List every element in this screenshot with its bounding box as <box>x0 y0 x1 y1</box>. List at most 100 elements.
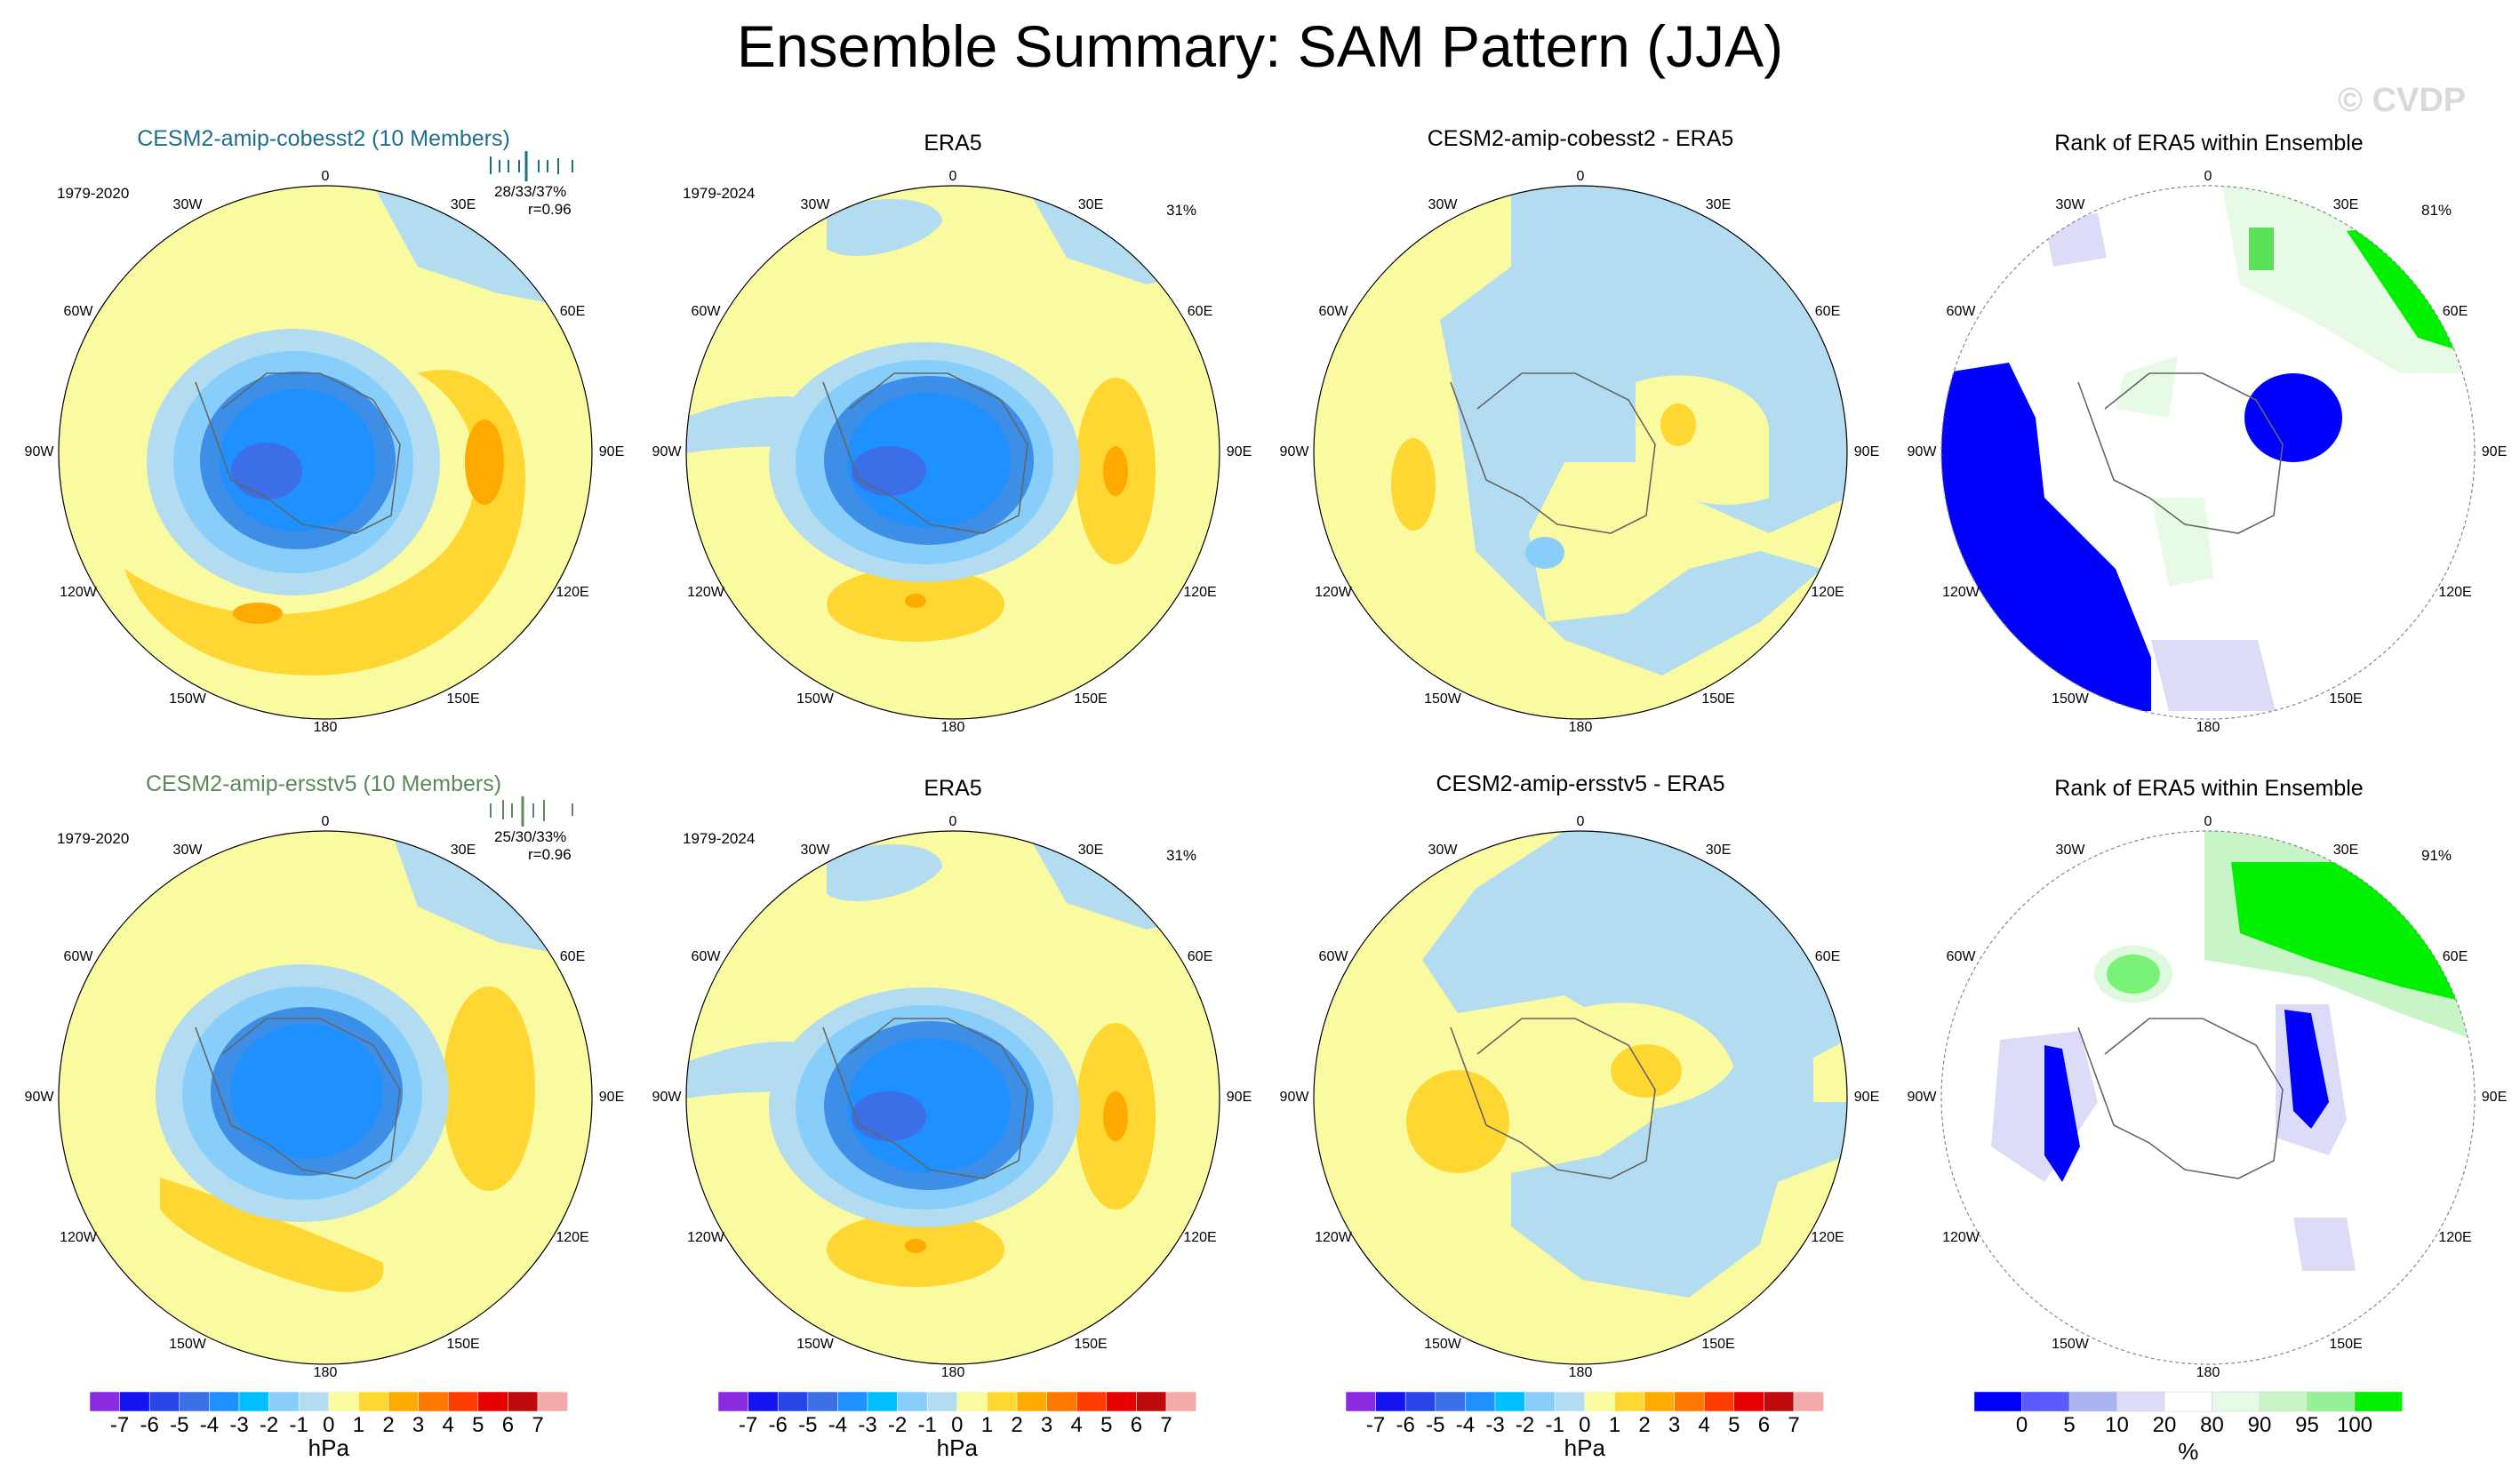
pct-obs1: 31% <box>1166 202 1197 219</box>
colorbar-1-segment-10 <box>388 1391 419 1412</box>
colorbar-1-tick-2: -5 <box>170 1413 189 1437</box>
lon-label-6-7: 90E <box>1226 1090 1252 1105</box>
map-border-4 <box>1940 185 2476 720</box>
lon-label-8-1: 180 <box>2196 1365 2220 1380</box>
coastline-4 <box>2077 372 2284 534</box>
lon-label-3-9: 120E <box>1811 585 1844 600</box>
lon-label-6-6: 90W <box>652 1090 682 1105</box>
colorbar-2-tick-1: -6 <box>768 1413 788 1437</box>
colorbar-1-tick-3: -4 <box>199 1413 220 1437</box>
map-border-2 <box>685 185 1220 720</box>
map-border-3 <box>1313 185 1848 720</box>
colorbar-2-tick-5: -2 <box>887 1413 908 1437</box>
colorbar-2-segment-12 <box>1076 1391 1108 1412</box>
colorbar-3-tick-10: 3 <box>1668 1413 1681 1437</box>
lon-label-6-11: 150E <box>1074 1337 1108 1352</box>
lon-label-1-6: 90W <box>24 444 54 459</box>
lon-label-7-6: 90W <box>1279 1090 1309 1105</box>
colorbar-2-tick-0: -7 <box>738 1413 758 1437</box>
panel-title-model2: CESM2-amip-ersstv5 (10 Members) <box>145 771 502 796</box>
coastline-3 <box>1450 372 1656 534</box>
colorbar-1-segment-4 <box>209 1391 240 1412</box>
colorbar-3-segment-14 <box>1764 1391 1795 1412</box>
years-obs2: 1979-2024 <box>683 830 756 847</box>
lon-label-3-6: 90W <box>1279 444 1309 459</box>
colorbar-3-segment-3 <box>1435 1391 1466 1412</box>
lon-label-5-6: 90W <box>24 1090 54 1105</box>
lon-label-2-1: 180 <box>940 720 965 735</box>
lon-label-1-5: 60E <box>559 304 586 319</box>
map-border-1 <box>58 185 593 720</box>
lon-label-8-2: 30W <box>2055 843 2085 858</box>
colorbar-1-tick-10: 3 <box>412 1413 425 1437</box>
lon-label-4-8: 120W <box>1942 585 1980 600</box>
rank-colorbar-tick-4: 80 <box>2200 1413 2224 1437</box>
lon-label-8-11: 150E <box>2329 1337 2363 1352</box>
colorbar-3-tick-3: -4 <box>1455 1413 1476 1437</box>
colorbar-3-tick-14: 7 <box>1788 1413 1800 1437</box>
rank-colorbar-tick-3: 20 <box>2152 1413 2177 1437</box>
colorbar-2-segment-15 <box>1165 1391 1196 1412</box>
lon-label-5-3: 30E <box>450 843 476 858</box>
lon-label-1-2: 30W <box>172 197 203 212</box>
colorbar-2-segment-7 <box>926 1391 958 1412</box>
lon-label-8-9: 120E <box>2438 1230 2472 1245</box>
lon-label-5-4: 60W <box>63 949 93 964</box>
colorbar-1-segment-3 <box>179 1391 210 1412</box>
coastline-5 <box>195 1018 401 1179</box>
map-obs1 <box>686 186 1220 719</box>
lon-label-4-0: 0 <box>2204 169 2212 184</box>
colorbar-1-tick-8: 1 <box>352 1413 365 1437</box>
lon-label-4-9: 120E <box>2438 585 2472 600</box>
lon-label-7-2: 30W <box>1428 843 1458 858</box>
colorbar-2-tick-4: -3 <box>858 1413 877 1437</box>
colorbar-3-segment-7 <box>1554 1391 1586 1412</box>
lon-label-1-7: 90E <box>598 444 625 459</box>
colorbar-3-tick-8: 1 <box>1608 1413 1621 1437</box>
lon-label-2-0: 0 <box>948 169 957 184</box>
panel-title-rank2: Rank of ERA5 within Ensemble <box>2054 776 2364 801</box>
colorbar-1-segment-0 <box>89 1391 120 1412</box>
colorbar-2-segment-9 <box>987 1391 1018 1412</box>
colorbar-3-tick-1: -6 <box>1396 1413 1415 1437</box>
rank-colorbar-tick-5: 90 <box>2247 1413 2272 1437</box>
lon-label-3-10: 150W <box>1424 691 1461 707</box>
lon-label-1-11: 150E <box>446 691 480 707</box>
colorbar-1-segment-13 <box>477 1391 508 1412</box>
lon-label-3-7: 90E <box>1853 444 1880 459</box>
lon-label-7-0: 0 <box>1576 814 1585 829</box>
lon-label-7-7: 90E <box>1853 1090 1880 1105</box>
lon-label-6-2: 30W <box>800 843 830 858</box>
colorbar-2-segment-6 <box>897 1391 928 1412</box>
rank-colorbar-segment-6 <box>2259 1391 2308 1412</box>
lon-label-7-11: 150E <box>1701 1337 1735 1352</box>
lon-label-1-10: 150W <box>169 691 206 707</box>
colorbar-2-segment-11 <box>1046 1391 1077 1412</box>
lon-label-7-8: 120W <box>1315 1230 1352 1245</box>
lon-label-4-11: 150E <box>2329 691 2363 707</box>
colorbar-1-tick-4: -3 <box>229 1413 249 1437</box>
colorbar-1-segment-1 <box>119 1391 150 1412</box>
lon-label-3-8: 120W <box>1315 585 1352 600</box>
rank-colorbar-unit: % <box>2178 1438 2199 1465</box>
lon-label-2-3: 30E <box>1077 197 1104 212</box>
map-diff1 <box>1314 186 1847 719</box>
colorbar-2-tick-12: 5 <box>1100 1413 1113 1437</box>
lon-label-3-3: 30E <box>1705 197 1732 212</box>
rank-colorbar-tick-2: 10 <box>2105 1413 2129 1437</box>
colorbar-2-tick-8: 1 <box>980 1413 994 1437</box>
map-obs2 <box>686 831 1220 1364</box>
colorbar-3-tick-12: 5 <box>1728 1413 1740 1437</box>
lon-label-4-3: 30E <box>2332 197 2359 212</box>
colorbar-1-segment-5 <box>238 1391 269 1412</box>
lon-label-3-11: 150E <box>1701 691 1735 707</box>
rank-colorbar-segment-4 <box>2164 1391 2212 1412</box>
colorbar-3-tick-5: -2 <box>1515 1413 1535 1437</box>
lon-label-1-3: 30E <box>450 197 476 212</box>
lon-label-8-6: 90W <box>1907 1090 1937 1105</box>
rank-colorbar-tick-0: 0 <box>2015 1413 2028 1437</box>
lon-label-2-5: 60E <box>1187 304 1213 319</box>
lon-label-4-1: 180 <box>2196 720 2220 735</box>
colorbar-3-segment-5 <box>1494 1391 1525 1412</box>
